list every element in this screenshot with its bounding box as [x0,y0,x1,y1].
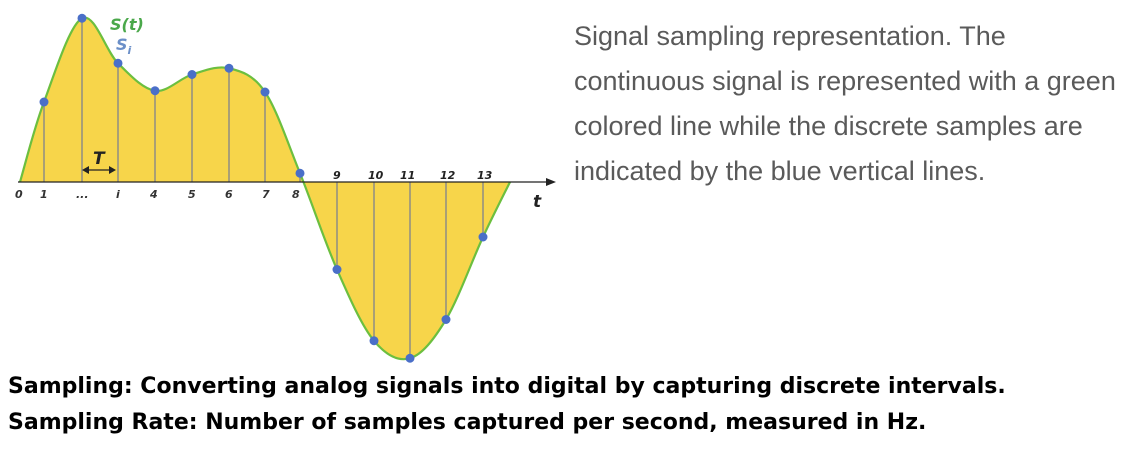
sample-point [369,336,379,346]
period-arrow-left-icon [82,166,89,174]
axis-label: 0 [15,188,23,201]
sample-point [405,353,415,363]
sample-label: Si [116,35,132,57]
axis-label: 1 [40,188,48,201]
axis-label: 9 [333,169,341,182]
axis-label: 11 [400,169,415,182]
axis-label: 5 [188,188,196,201]
axis-label: 8 [292,188,300,201]
sample-points [39,13,488,363]
axis-label: i [116,188,120,201]
lower-axis-labels: 9 10 11 12 13 [333,169,493,182]
sampling-definition: Sampling: Converting analog signals into… [8,374,1006,399]
sample-point [260,87,270,97]
period-label: T [93,149,106,169]
sample-point [150,86,160,96]
axis-label: 4 [149,188,158,201]
sample-lines [43,18,484,359]
period-arrow-right-icon [109,166,116,174]
axis-label: ... [76,188,89,201]
axis-label: 13 [477,169,493,182]
axis-label: 12 [440,169,456,182]
sample-point [295,168,305,178]
signal-label: S(t) [110,15,144,34]
sample-point [77,13,87,23]
axis-label: 10 [368,169,384,182]
sampling-rate-definition: Sampling Rate: Number of samples capture… [8,410,927,435]
axis-label: 6 [225,188,233,201]
sample-point [113,58,123,68]
axis-labels: 0 1 ... i 4 5 6 7 8 [15,188,300,201]
figure-caption: Signal sampling representation. The cont… [574,21,1116,186]
sample-point [478,232,488,242]
time-label: t [533,192,542,212]
sample-point [332,265,342,274]
sampling-diagram: 0 1 ... i 4 5 6 7 8 9 10 11 12 13 T t S(… [15,13,556,363]
period-marker: T [82,149,116,174]
sample-point [224,63,234,73]
axis-label: 7 [262,188,270,201]
sample-point [441,315,451,324]
time-axis-arrow-icon [546,178,556,186]
sample-point [39,97,49,107]
sample-point [187,70,197,79]
signal-area-fill [20,17,510,360]
